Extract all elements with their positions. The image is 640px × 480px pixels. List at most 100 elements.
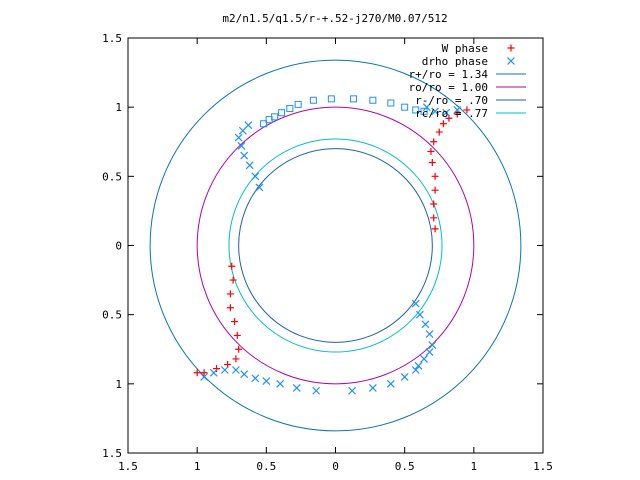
data-point [435,128,443,136]
y-tick-label: 1.5 [102,447,122,460]
data-point [430,214,438,222]
data-point [251,374,260,383]
data-point [193,369,201,377]
data-point [231,366,240,374]
legend-label: r+/ro = 1.34 [409,68,489,81]
data-point [439,120,447,128]
x-tick-label: 1.5 [118,460,138,473]
data-point [251,172,260,181]
data-point [235,345,243,353]
data-point [309,96,317,104]
data-markers [193,95,471,395]
data-point [422,103,431,112]
data-point [386,379,395,388]
data-point [431,172,439,180]
data-point [428,159,436,166]
y-tick-label: 1.5 [102,32,122,45]
data-point [262,377,271,385]
data-point [415,310,424,319]
legend-marker [507,57,515,65]
data-point [431,225,439,233]
data-point [286,105,294,113]
data-point [400,372,409,381]
data-point [294,100,302,108]
data-point [229,276,237,284]
data-point [453,106,462,114]
data-point [240,370,249,379]
data-point [245,161,254,170]
data-point [387,99,395,107]
data-point [200,369,208,377]
reference-circle [228,138,443,353]
legend-label: r-/ro = .70 [415,94,488,107]
y-tick-label: 1 [115,378,122,391]
data-point [420,107,428,115]
legend-label: ro/ro = 1.00 [409,81,488,94]
data-point [233,331,241,339]
legend-label: W phase [442,42,488,55]
data-point [427,147,435,155]
data-point [368,384,377,392]
data-point [369,96,377,104]
data-point [425,348,434,356]
reference-circles [149,59,522,432]
data-point [431,107,440,116]
data-point [312,386,321,395]
data-point [453,110,461,118]
data-point [228,262,236,270]
axes: 1.5 1 0.5 0 0.5 1 1.51.510.500.511.5 [102,32,553,473]
data-point [234,133,243,142]
chart-title: m2/n1.5/q1.5/r-+.52-j270/M0.07/512 [222,12,447,25]
data-point [414,361,423,370]
data-point [431,186,439,194]
legend-label: drho phase [422,55,488,68]
x-tick-label: 0.5 [256,460,276,473]
y-tick-label: 0.5 [102,309,122,322]
data-point [200,372,209,381]
data-point [411,299,420,308]
data-point [430,200,438,208]
data-point [220,366,229,374]
legend-marker [507,44,515,52]
data-point [463,106,471,114]
data-point [240,151,249,160]
data-point [226,290,234,298]
data-point [425,330,434,338]
x-tick-label: 0 [332,460,339,473]
data-point [232,355,240,363]
data-point [348,386,357,395]
legend-label: rc/ro = .77 [415,107,488,120]
data-point [428,341,437,350]
data-point [237,141,246,150]
data-point [411,366,420,374]
data-point [430,138,438,146]
y-tick-label: 0 [115,240,122,253]
data-point [278,109,286,117]
data-point [213,365,221,373]
data-point [276,379,285,388]
x-tick-label: 0.5 [395,460,415,473]
data-point [231,318,239,326]
data-point [421,320,430,329]
data-point [271,113,279,121]
y-tick-label: 0.5 [102,170,122,183]
data-point [244,121,253,130]
data-point [412,106,420,114]
x-tick-label: 1.5 [533,460,553,473]
data-point [260,120,268,128]
data-point [401,103,409,111]
data-point [420,355,428,363]
data-point [327,95,335,103]
data-point [349,95,357,103]
data-point [255,183,264,192]
data-point [226,304,234,312]
y-tick-label: 1 [115,101,122,114]
data-point [442,108,451,117]
reference-circle [238,148,433,343]
reference-circle [149,59,522,432]
x-tick-label: 1 [471,460,478,473]
x-tick-label: 1 [194,460,201,473]
data-point [292,384,301,392]
